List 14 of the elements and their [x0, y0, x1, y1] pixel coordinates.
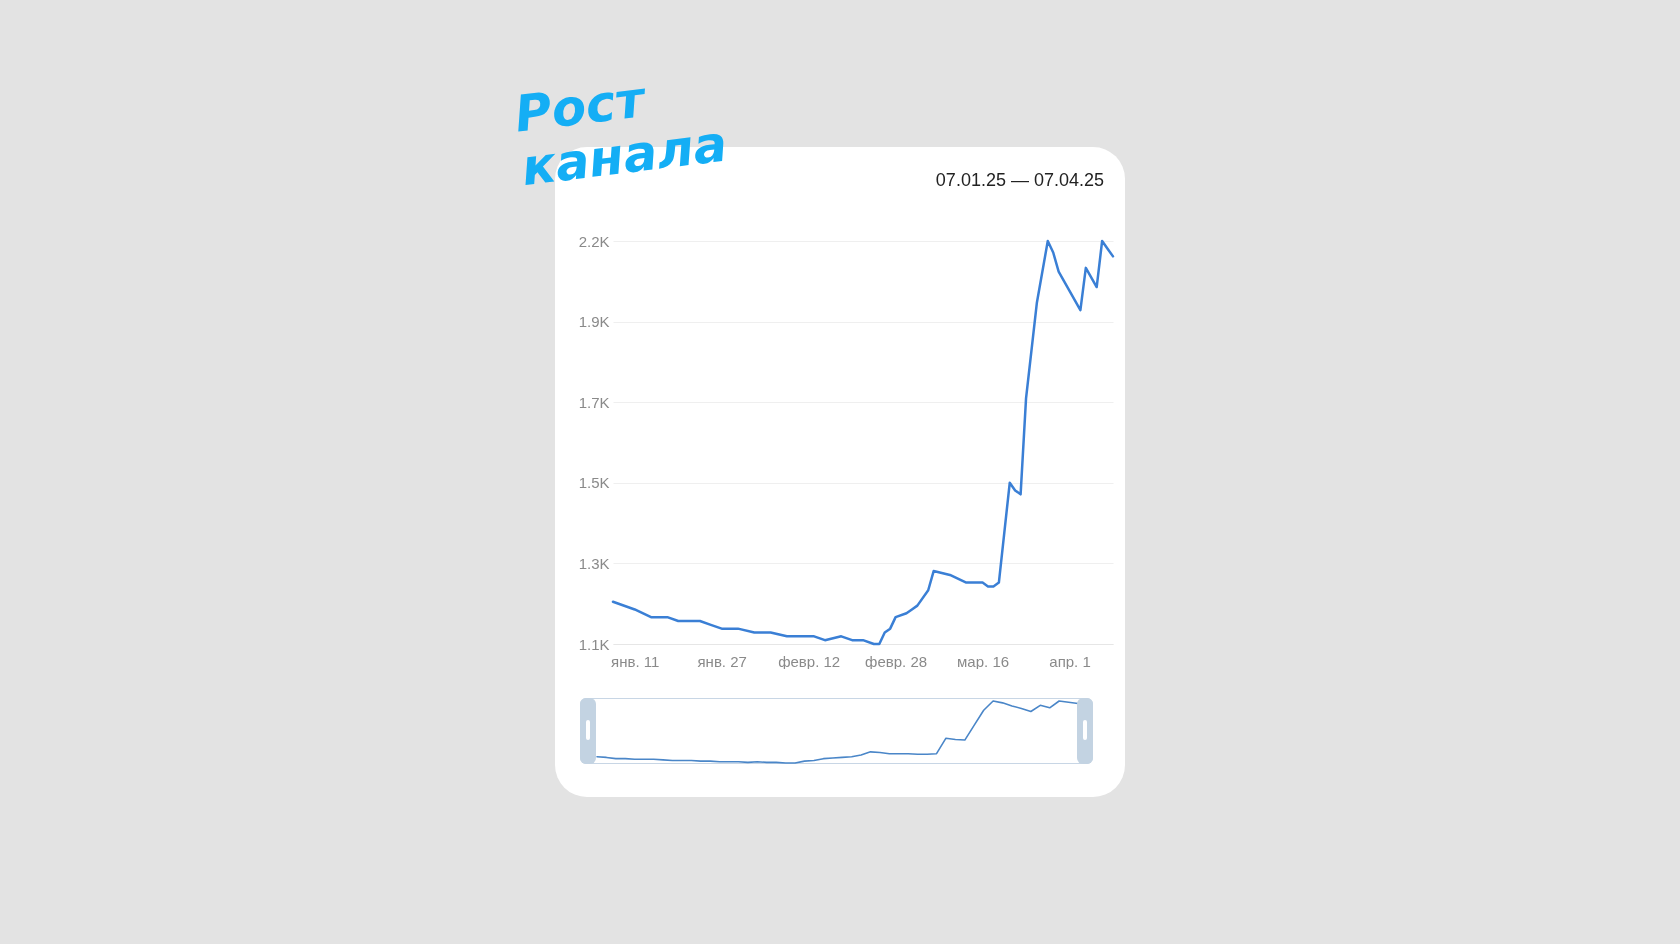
x-tick-label: янв. 27	[697, 652, 747, 670]
x-tick-label: апр. 1	[1049, 652, 1091, 670]
x-tick-label: мар. 16	[957, 652, 1010, 670]
y-tick-label: 1.3K	[578, 554, 610, 572]
chart-subtitle: 07.01.25 — 07.04.25	[935, 170, 1104, 191]
x-tick-label: февр. 12	[778, 652, 841, 670]
x-tick-label: янв. 11	[611, 652, 660, 670]
y-tick-label: 1.1K	[578, 635, 610, 653]
y-tick-label: 1.5K	[578, 474, 610, 492]
y-tick-label: 1.7K	[578, 393, 610, 411]
x-tick-label: февр. 28	[865, 652, 928, 670]
y-tick-label: 1.9K	[578, 313, 610, 331]
y-tick-label: 2.2K	[578, 232, 610, 250]
chart-title: Рост канала	[511, 69, 732, 198]
